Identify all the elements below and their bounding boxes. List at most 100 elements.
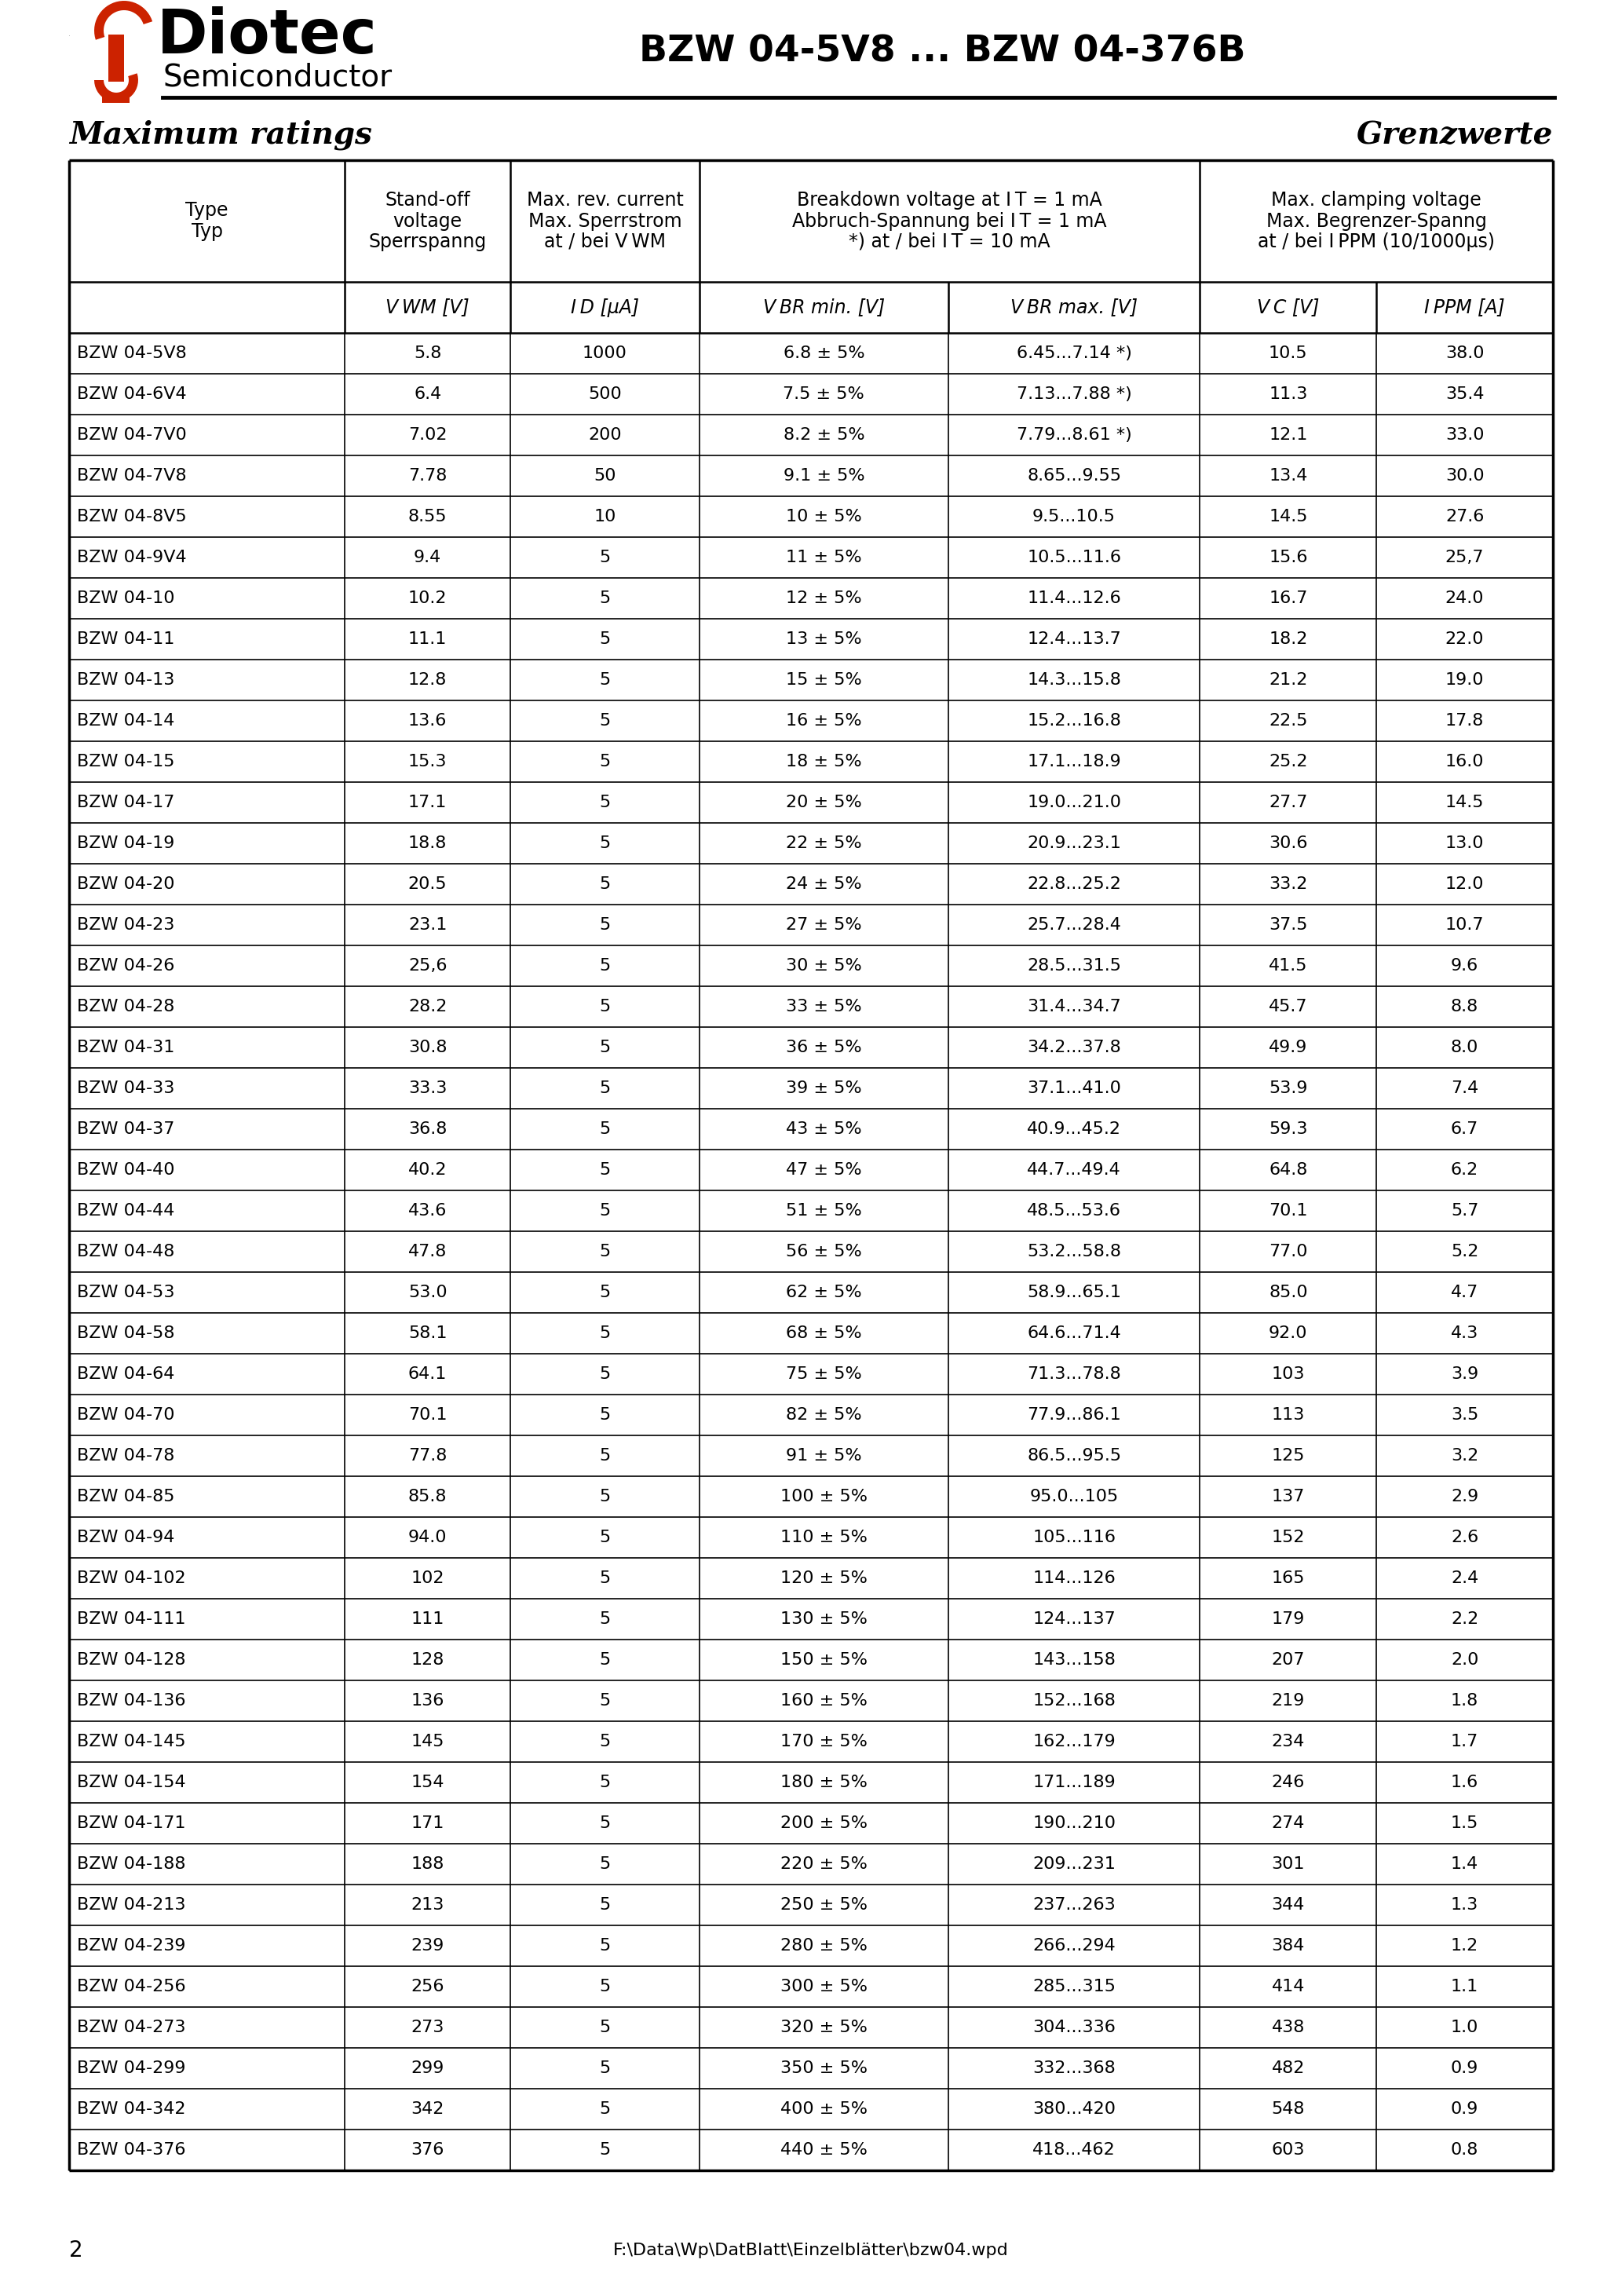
Text: 48.5...53.6: 48.5...53.6 bbox=[1027, 1203, 1121, 1219]
Text: 171: 171 bbox=[410, 1816, 444, 1832]
Text: BZW 04-31: BZW 04-31 bbox=[76, 1040, 175, 1056]
Text: 2.2: 2.2 bbox=[1450, 1612, 1479, 1628]
Text: 209...231: 209...231 bbox=[1033, 1855, 1116, 1871]
Text: 6.45...7.14 *): 6.45...7.14 *) bbox=[1017, 344, 1132, 360]
Text: 14.5: 14.5 bbox=[1268, 510, 1307, 523]
Text: 190...210: 190...210 bbox=[1033, 1816, 1116, 1832]
Text: 5.2: 5.2 bbox=[1450, 1244, 1479, 1261]
Text: Max. Begrenzer-Spanng: Max. Begrenzer-Spanng bbox=[1267, 211, 1487, 230]
Text: 18.8: 18.8 bbox=[409, 836, 448, 852]
Text: 154: 154 bbox=[410, 1775, 444, 1791]
Text: BZW 04-256: BZW 04-256 bbox=[76, 1979, 187, 1995]
Text: V BR min. [V]: V BR min. [V] bbox=[762, 298, 884, 317]
Text: BZW 04-342: BZW 04-342 bbox=[76, 2101, 185, 2117]
Text: 376: 376 bbox=[410, 2142, 444, 2158]
Text: 19.0: 19.0 bbox=[1445, 673, 1484, 689]
Text: voltage: voltage bbox=[393, 211, 462, 230]
Text: 165: 165 bbox=[1272, 1570, 1306, 1587]
Text: 207: 207 bbox=[1272, 1653, 1306, 1667]
Text: 7.4: 7.4 bbox=[1450, 1081, 1479, 1095]
Text: 170 ± 5%: 170 ± 5% bbox=[780, 1733, 868, 1750]
Text: 43.6: 43.6 bbox=[409, 1203, 448, 1219]
Text: 85.0: 85.0 bbox=[1268, 1286, 1307, 1300]
Text: 5: 5 bbox=[599, 1855, 610, 1871]
Text: 5: 5 bbox=[599, 549, 610, 565]
Text: 3.9: 3.9 bbox=[1450, 1366, 1479, 1382]
Text: 1000: 1000 bbox=[582, 344, 628, 360]
Text: 213: 213 bbox=[410, 1896, 444, 1913]
Text: 10.5...11.6: 10.5...11.6 bbox=[1027, 549, 1121, 565]
Text: 33 ± 5%: 33 ± 5% bbox=[787, 999, 861, 1015]
Text: 15.3: 15.3 bbox=[409, 753, 448, 769]
Text: 137: 137 bbox=[1272, 1488, 1304, 1504]
Text: 5: 5 bbox=[599, 1120, 610, 1137]
Text: 86.5...95.5: 86.5...95.5 bbox=[1027, 1449, 1121, 1463]
Text: BZW 04-376: BZW 04-376 bbox=[76, 2142, 185, 2158]
Text: 15.6: 15.6 bbox=[1268, 549, 1307, 565]
Text: 7.79...8.61 *): 7.79...8.61 *) bbox=[1017, 427, 1132, 443]
Text: 114...126: 114...126 bbox=[1033, 1570, 1116, 1587]
Text: 18.2: 18.2 bbox=[1268, 631, 1307, 647]
Text: 342: 342 bbox=[410, 2101, 444, 2117]
Text: V C [V]: V C [V] bbox=[1257, 298, 1319, 317]
Text: 9.1 ± 5%: 9.1 ± 5% bbox=[783, 468, 865, 484]
Text: BZW 04-6V4: BZW 04-6V4 bbox=[76, 386, 187, 402]
Text: 1.3: 1.3 bbox=[1450, 1896, 1479, 1913]
Text: 5: 5 bbox=[599, 1938, 610, 1954]
Text: 3.5: 3.5 bbox=[1450, 1407, 1479, 1424]
Text: 13.6: 13.6 bbox=[409, 714, 448, 728]
Text: 380...420: 380...420 bbox=[1033, 2101, 1116, 2117]
Text: 1.1: 1.1 bbox=[1450, 1979, 1479, 1995]
Text: 5: 5 bbox=[599, 1816, 610, 1832]
Text: 5: 5 bbox=[599, 1286, 610, 1300]
Text: 64.8: 64.8 bbox=[1268, 1162, 1307, 1178]
Text: 603: 603 bbox=[1272, 2142, 1306, 2158]
Text: 39 ± 5%: 39 ± 5% bbox=[787, 1081, 861, 1095]
Text: 414: 414 bbox=[1272, 1979, 1304, 1995]
Text: BZW 04-213: BZW 04-213 bbox=[76, 1896, 185, 1913]
Text: 1.6: 1.6 bbox=[1450, 1775, 1479, 1791]
Text: 5: 5 bbox=[599, 999, 610, 1015]
Text: 21.2: 21.2 bbox=[1268, 673, 1307, 689]
Text: 38.0: 38.0 bbox=[1445, 344, 1484, 360]
Text: 64.1: 64.1 bbox=[409, 1366, 448, 1382]
Text: 30.0: 30.0 bbox=[1445, 468, 1484, 484]
Text: 110 ± 5%: 110 ± 5% bbox=[780, 1529, 868, 1545]
Text: 30.8: 30.8 bbox=[409, 1040, 448, 1056]
Text: 12.1: 12.1 bbox=[1268, 427, 1307, 443]
Text: BZW 04-19: BZW 04-19 bbox=[76, 836, 175, 852]
Text: BZW 04-28: BZW 04-28 bbox=[76, 999, 175, 1015]
Text: 220 ± 5%: 220 ± 5% bbox=[780, 1855, 868, 1871]
Text: 15 ± 5%: 15 ± 5% bbox=[785, 673, 861, 689]
Bar bbox=[109, 34, 123, 83]
Text: Grenzwerte: Grenzwerte bbox=[1356, 119, 1552, 149]
Text: 27 ± 5%: 27 ± 5% bbox=[787, 916, 861, 932]
Text: 160 ± 5%: 160 ± 5% bbox=[780, 1692, 868, 1708]
Text: BZW 04-23: BZW 04-23 bbox=[76, 916, 175, 932]
Text: 5: 5 bbox=[599, 1570, 610, 1587]
Text: 5: 5 bbox=[599, 1325, 610, 1341]
Text: Max. Sperrstrom: Max. Sperrstrom bbox=[529, 211, 681, 230]
Text: 20 ± 5%: 20 ± 5% bbox=[785, 794, 861, 810]
Text: 171...189: 171...189 bbox=[1033, 1775, 1116, 1791]
Text: 548: 548 bbox=[1272, 2101, 1306, 2117]
Text: Sperrspanng: Sperrspanng bbox=[368, 232, 487, 250]
Text: 180 ± 5%: 180 ± 5% bbox=[780, 1775, 868, 1791]
Text: 36.8: 36.8 bbox=[409, 1120, 448, 1137]
Text: 13.4: 13.4 bbox=[1268, 468, 1307, 484]
Text: 5: 5 bbox=[599, 1612, 610, 1628]
Text: BZW 04-48: BZW 04-48 bbox=[76, 1244, 175, 1261]
Text: 239: 239 bbox=[410, 1938, 444, 1954]
Text: 30 ± 5%: 30 ± 5% bbox=[785, 957, 861, 974]
Text: 162...179: 162...179 bbox=[1033, 1733, 1116, 1750]
Text: 36 ± 5%: 36 ± 5% bbox=[787, 1040, 861, 1056]
Text: 12.8: 12.8 bbox=[409, 673, 448, 689]
Text: 301: 301 bbox=[1272, 1855, 1306, 1871]
Text: 12 ± 5%: 12 ± 5% bbox=[787, 590, 861, 606]
Text: 5: 5 bbox=[599, 1979, 610, 1995]
Text: 53.0: 53.0 bbox=[409, 1286, 448, 1300]
Text: 300 ± 5%: 300 ± 5% bbox=[780, 1979, 868, 1995]
Text: 256: 256 bbox=[410, 1979, 444, 1995]
Text: 130 ± 5%: 130 ± 5% bbox=[780, 1612, 868, 1628]
Text: BZW 04-128: BZW 04-128 bbox=[76, 1653, 185, 1667]
